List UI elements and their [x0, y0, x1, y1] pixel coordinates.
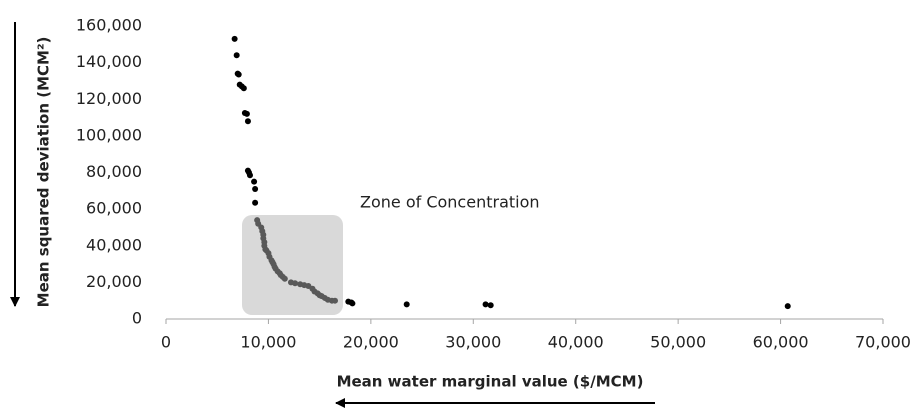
x-tick-label: 10,000 — [240, 333, 296, 352]
y-tick-label: 160,000 — [76, 16, 142, 35]
point — [281, 275, 288, 282]
point — [332, 297, 339, 304]
y-axis-title: Mean squared deviation (MCM²) — [35, 37, 53, 308]
point — [403, 301, 410, 308]
point — [251, 178, 258, 185]
concentration-zone — [242, 215, 343, 315]
point — [487, 302, 494, 309]
point — [784, 303, 791, 310]
y-tick-label: 120,000 — [76, 89, 142, 108]
y-tick-label: 40,000 — [86, 235, 142, 254]
x-tick-label: 0 — [161, 333, 171, 352]
x-tick-label: 20,000 — [343, 333, 399, 352]
y-tick-label: 140,000 — [76, 52, 142, 71]
point — [292, 280, 299, 287]
x-tick-label: 70,000 — [855, 333, 911, 352]
point — [244, 118, 251, 125]
y-tick-label: 20,000 — [86, 272, 142, 291]
x-tick-label: 50,000 — [650, 333, 706, 352]
y-tick-label: 60,000 — [86, 199, 142, 218]
y-tick-label: 100,000 — [76, 125, 142, 144]
point — [252, 185, 259, 192]
point — [235, 71, 242, 78]
y-tick-label: 80,000 — [86, 162, 142, 181]
point — [240, 85, 247, 92]
point — [482, 301, 489, 308]
point — [231, 35, 238, 42]
point — [252, 199, 259, 206]
annotation: Zone of Concentration — [360, 193, 540, 212]
y-tick-label: 0 — [132, 309, 142, 328]
point — [349, 300, 356, 307]
point — [233, 52, 240, 59]
x-axis-title: Mean water marginal value ($/MCM) — [337, 373, 644, 391]
x-tick-label: 30,000 — [445, 333, 501, 352]
x-tick-label: 60,000 — [753, 333, 809, 352]
x-tick-label: 40,000 — [548, 333, 604, 352]
point — [246, 172, 253, 179]
point — [243, 110, 250, 117]
